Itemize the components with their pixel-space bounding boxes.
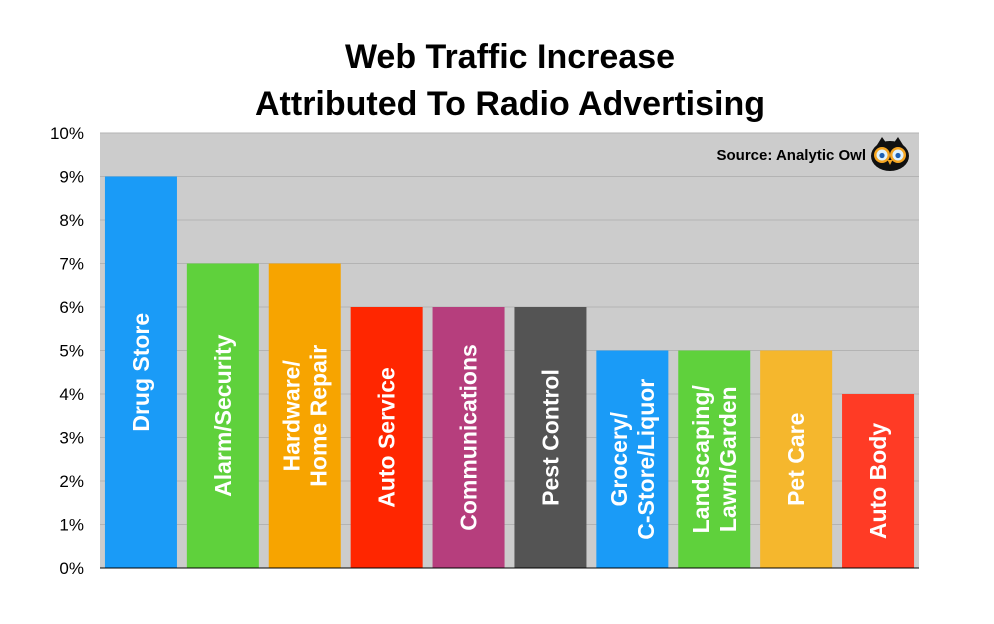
bar <box>596 350 669 568</box>
y-axis-ticks: 0% 1% 2% 3% 4% 5% 6% 7% 8% 9% 10% <box>50 124 84 578</box>
bar-category-label: Pest Control <box>537 369 563 506</box>
bar-label-line: Landscaping/ <box>688 385 714 534</box>
bar-category-label: Auto Service <box>374 367 400 508</box>
y-tick-label: 10% <box>50 124 84 143</box>
bar-labels: Drug Store Alarm/Security Hardware/Home Re… <box>128 313 891 540</box>
bar-label-line: Grocery/ <box>606 411 632 506</box>
bar-label-line: Auto Service <box>374 367 400 508</box>
bar-category-label: Auto Body <box>865 423 891 539</box>
bar-label-line: Alarm/Security <box>210 334 236 497</box>
y-tick-label: 9% <box>59 168 84 187</box>
bar-category-label: Hardware/Home Repair <box>278 345 331 487</box>
bar-label-line: Hardware/ <box>278 360 304 472</box>
owl-icon <box>871 137 909 171</box>
y-tick-label: 7% <box>59 255 84 274</box>
bar-label-line: Pet Care <box>783 413 809 506</box>
bar <box>678 350 751 568</box>
y-tick-label: 2% <box>59 472 84 491</box>
bar-label-line: Lawn/Garden <box>715 386 741 532</box>
bar-category-label: Grocery/C-Store/Liquor <box>606 379 659 540</box>
bar-label-line: Drug Store <box>128 313 154 432</box>
bar-category-label: Landscaping/Lawn/Garden <box>688 385 741 534</box>
bar <box>514 307 587 568</box>
bar-label-line: Pest Control <box>537 369 563 506</box>
bar <box>104 176 177 568</box>
bar-category-label: Communications <box>456 344 482 531</box>
bar <box>432 307 505 568</box>
source-note: Source: Analytic Owl <box>717 147 866 164</box>
y-tick-label: 1% <box>59 516 84 535</box>
y-tick-label: 3% <box>59 429 84 448</box>
y-tick-label: 4% <box>59 385 84 404</box>
bar-label-line: C-Store/Liquor <box>633 379 659 540</box>
bar <box>842 394 915 568</box>
bar-category-label: Pet Care <box>783 413 809 506</box>
bar <box>760 350 833 568</box>
bar-category-label: Drug Store <box>128 313 154 432</box>
y-tick-label: 6% <box>59 298 84 317</box>
bar <box>186 263 259 568</box>
chart-title-line-1: Web Traffic Increase <box>345 38 675 76</box>
y-tick-label: 8% <box>59 211 84 230</box>
bar-label-line: Auto Body <box>865 423 891 539</box>
chart-title-line-2: Attributed To Radio Advertising <box>255 85 765 123</box>
bar-label-line: Communications <box>456 344 482 531</box>
bar <box>350 307 423 568</box>
y-tick-label: 5% <box>59 342 84 361</box>
bars <box>104 176 915 568</box>
bar <box>268 263 341 568</box>
y-tick-label: 0% <box>59 559 84 578</box>
bar-category-label: Alarm/Security <box>210 334 236 497</box>
bar-label-line: Home Repair <box>305 345 331 487</box>
